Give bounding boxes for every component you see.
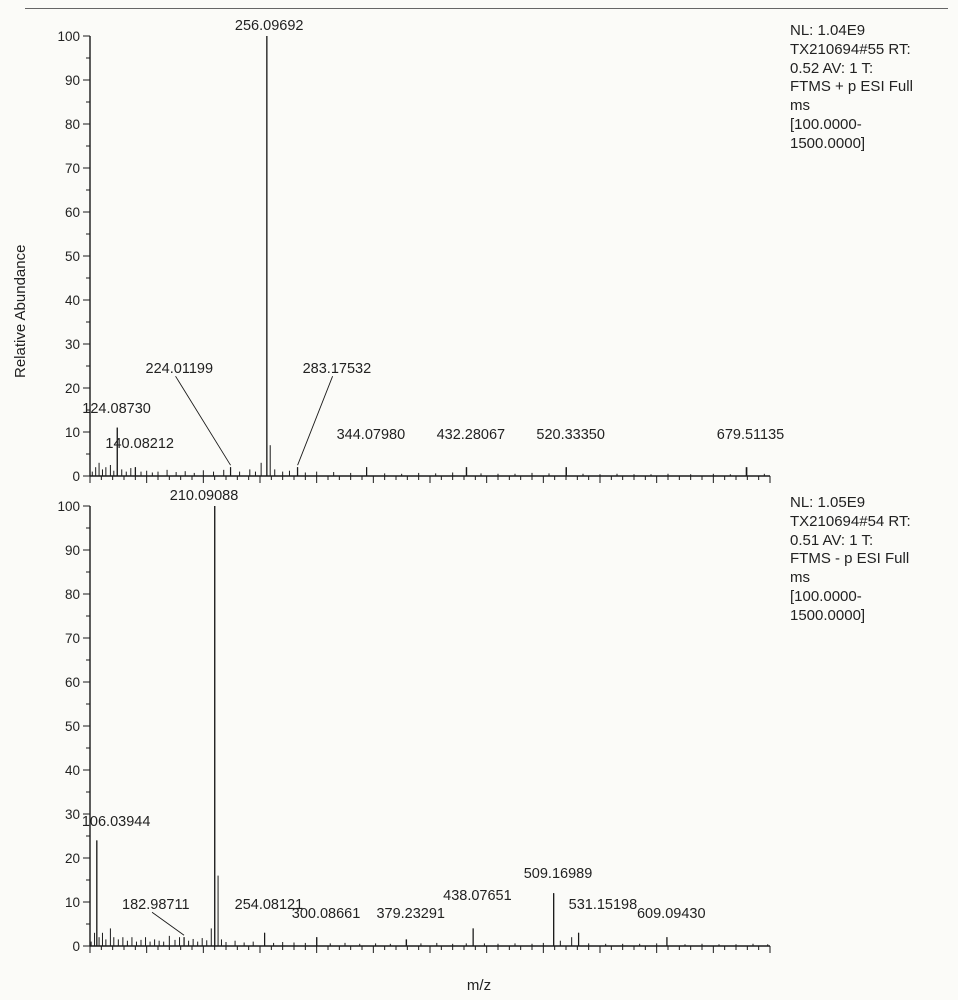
info-line: [100.0000- [790,116,950,135]
svg-text:100: 100 [79,956,102,958]
peak-label: 531.15198 [569,897,638,913]
svg-text:300: 300 [305,956,328,958]
svg-text:60: 60 [65,205,80,220]
info-top: NL: 1.04E9TX210694#55 RT:0.52 AV: 1 T:FT… [790,22,950,153]
svg-text:80: 80 [65,587,80,602]
info-line: ms [790,97,950,116]
info-line: TX210694#55 RT: [790,41,950,60]
svg-text:10: 10 [65,895,80,910]
svg-text:90: 90 [65,543,80,558]
svg-text:40: 40 [65,293,80,308]
info-line: 1500.0000] [790,607,950,626]
info-line: 1500.0000] [790,135,950,154]
peak-label: 140.08212 [105,436,174,452]
svg-text:150: 150 [135,956,158,958]
peak-label: 379.23291 [376,906,445,922]
page: Relative Abundance 010203040506070809010… [0,0,958,1000]
peak-label: 609.09430 [637,906,706,922]
info-line: [100.0000- [790,588,950,607]
peak-label: 224.01199 [146,361,213,377]
svg-text:0: 0 [72,939,80,954]
svg-text:250: 250 [249,956,272,958]
peak-label: 344.07980 [337,427,406,443]
info-line: NL: 1.05E9 [790,494,950,513]
svg-text:50: 50 [65,249,80,264]
svg-text:10: 10 [65,425,80,440]
spectrum-bottom-svg: 0 10 20 30 40 50 60 70 80 90 100 100 150 200 250 300 350… [0,488,790,958]
peak-label: 438.07651 [443,888,512,904]
svg-text:600: 600 [645,956,668,958]
svg-text:90: 90 [65,73,80,88]
svg-text:650: 650 [702,956,725,958]
info-bottom: NL: 1.05E9TX210694#54 RT:0.51 AV: 1 T:FT… [790,494,950,625]
svg-text:50: 50 [65,719,80,734]
peak-label: 520.33350 [536,427,605,443]
svg-text:400: 400 [419,956,442,958]
svg-text:100: 100 [57,29,80,44]
info-line: 0.52 AV: 1 T: [790,60,950,79]
info-line: FTMS + p ESI Full [790,78,950,97]
peak-label: 124.08730 [82,401,151,417]
peak-label: 283.17532 [303,361,372,377]
svg-text:20: 20 [65,381,80,396]
peak-label: 432.28067 [437,427,506,443]
x-axis-label: m/z [0,977,958,994]
peak-label: 256.09692 [235,18,304,34]
page-top-rule [25,8,948,9]
peak-label: 106.03944 [82,814,151,830]
info-line: 0.51 AV: 1 T: [790,532,950,551]
svg-text:550: 550 [589,956,612,958]
svg-text:30: 30 [65,337,80,352]
svg-text:80: 80 [65,117,80,132]
svg-text:40: 40 [65,763,80,778]
svg-text:450: 450 [475,956,498,958]
svg-text:60: 60 [65,675,80,690]
svg-text:700: 700 [759,956,782,958]
svg-text:0: 0 [72,469,80,484]
spectrum-top-svg: 0 10 20 30 40 50 60 70 80 90 100 [0,18,790,488]
svg-text:200: 200 [192,956,215,958]
svg-text:30: 30 [65,807,80,822]
svg-text:500: 500 [532,956,555,958]
svg-text:350: 350 [362,956,385,958]
svg-text:70: 70 [65,161,80,176]
info-line: FTMS - p ESI Full [790,550,950,569]
peak-label: 300.08661 [292,906,361,922]
svg-text:70: 70 [65,631,80,646]
info-line: TX210694#54 RT: [790,513,950,532]
svg-text:100: 100 [57,499,80,514]
peak-label: 182.98711 [122,897,189,913]
info-line: NL: 1.04E9 [790,22,950,41]
peak-label: 509.16989 [524,866,593,882]
peak-label: 210.09088 [170,488,239,504]
svg-text:20: 20 [65,851,80,866]
peak-label: 679.51135 [717,427,784,443]
info-line: ms [790,569,950,588]
